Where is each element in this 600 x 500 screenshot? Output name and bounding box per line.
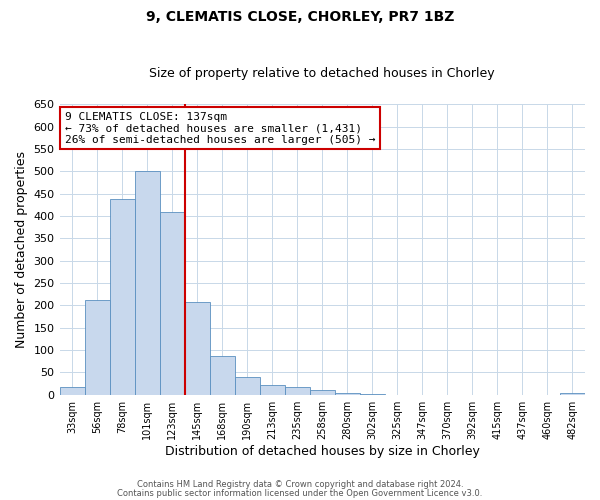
Bar [310, 390, 335, 394]
Bar [209, 356, 235, 395]
Bar [185, 302, 209, 394]
Text: 9, CLEMATIS CLOSE, CHORLEY, PR7 1BZ: 9, CLEMATIS CLOSE, CHORLEY, PR7 1BZ [146, 10, 454, 24]
Bar [160, 212, 185, 394]
Y-axis label: Number of detached properties: Number of detached properties [15, 151, 28, 348]
Text: Contains HM Land Registry data © Crown copyright and database right 2024.: Contains HM Land Registry data © Crown c… [137, 480, 463, 489]
Bar [59, 386, 85, 394]
X-axis label: Distribution of detached houses by size in Chorley: Distribution of detached houses by size … [165, 444, 480, 458]
Title: Size of property relative to detached houses in Chorley: Size of property relative to detached ho… [149, 66, 495, 80]
Text: 9 CLEMATIS CLOSE: 137sqm
← 73% of detached houses are smaller (1,431)
26% of sem: 9 CLEMATIS CLOSE: 137sqm ← 73% of detach… [65, 112, 375, 144]
Bar [85, 300, 110, 394]
Bar [285, 387, 310, 394]
Text: Contains public sector information licensed under the Open Government Licence v3: Contains public sector information licen… [118, 488, 482, 498]
Bar [110, 200, 134, 394]
Bar [134, 172, 160, 394]
Bar [260, 385, 285, 394]
Bar [235, 377, 260, 394]
